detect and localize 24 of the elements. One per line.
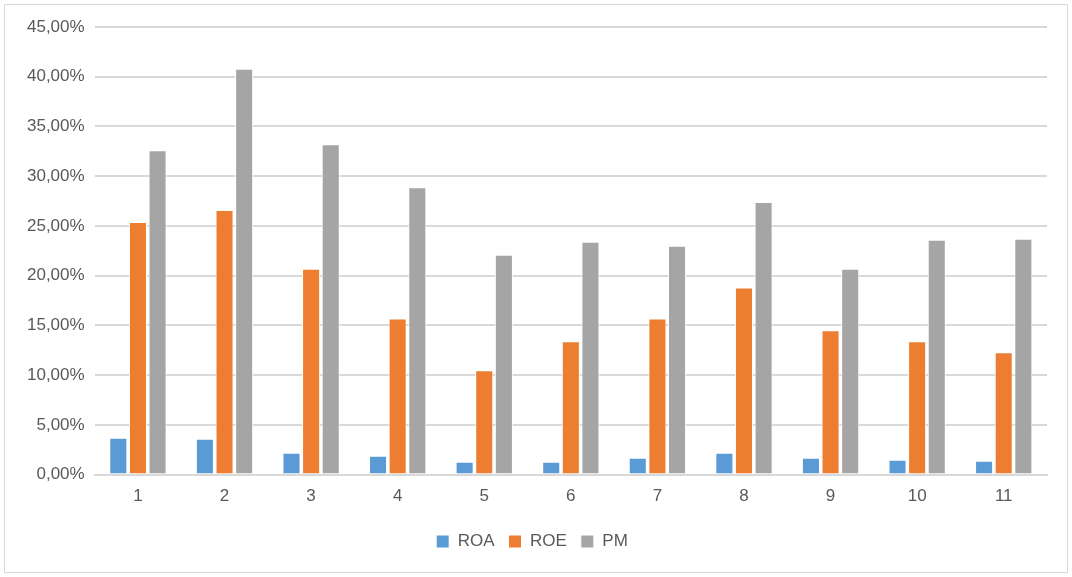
x-tick-label: 9	[825, 486, 836, 506]
legend-label: ROA	[457, 531, 496, 551]
y-tick-label: 10,00%	[26, 364, 85, 384]
x-tick-label: 1	[133, 486, 143, 506]
y-tick-label: 25,00%	[26, 215, 85, 235]
x-tick-label: 3	[306, 486, 316, 506]
y-tick-label: 5,00%	[36, 414, 85, 434]
y-tick-label: 0,00%	[36, 464, 85, 484]
x-tick-label: 6	[566, 486, 576, 506]
y-tick-label: 40,00%	[26, 66, 85, 86]
y-tick-label: 15,00%	[26, 315, 85, 335]
y-tick-label: 30,00%	[26, 165, 85, 185]
x-tick-label: 10	[907, 486, 927, 506]
legend-label: PM	[602, 531, 628, 551]
x-tick-label: 5	[479, 486, 489, 506]
x-tick-label: 8	[739, 486, 749, 506]
x-tick-label: 7	[652, 486, 663, 506]
y-tick-label: 45,00%	[26, 16, 85, 36]
x-tick-label: 11	[994, 486, 1013, 506]
y-tick-label: 20,00%	[26, 265, 85, 285]
legend-label: ROE	[530, 531, 567, 551]
y-tick-label: 35,00%	[26, 116, 85, 136]
x-tick-label: 4	[392, 486, 403, 506]
x-tick-label: 2	[219, 486, 230, 506]
